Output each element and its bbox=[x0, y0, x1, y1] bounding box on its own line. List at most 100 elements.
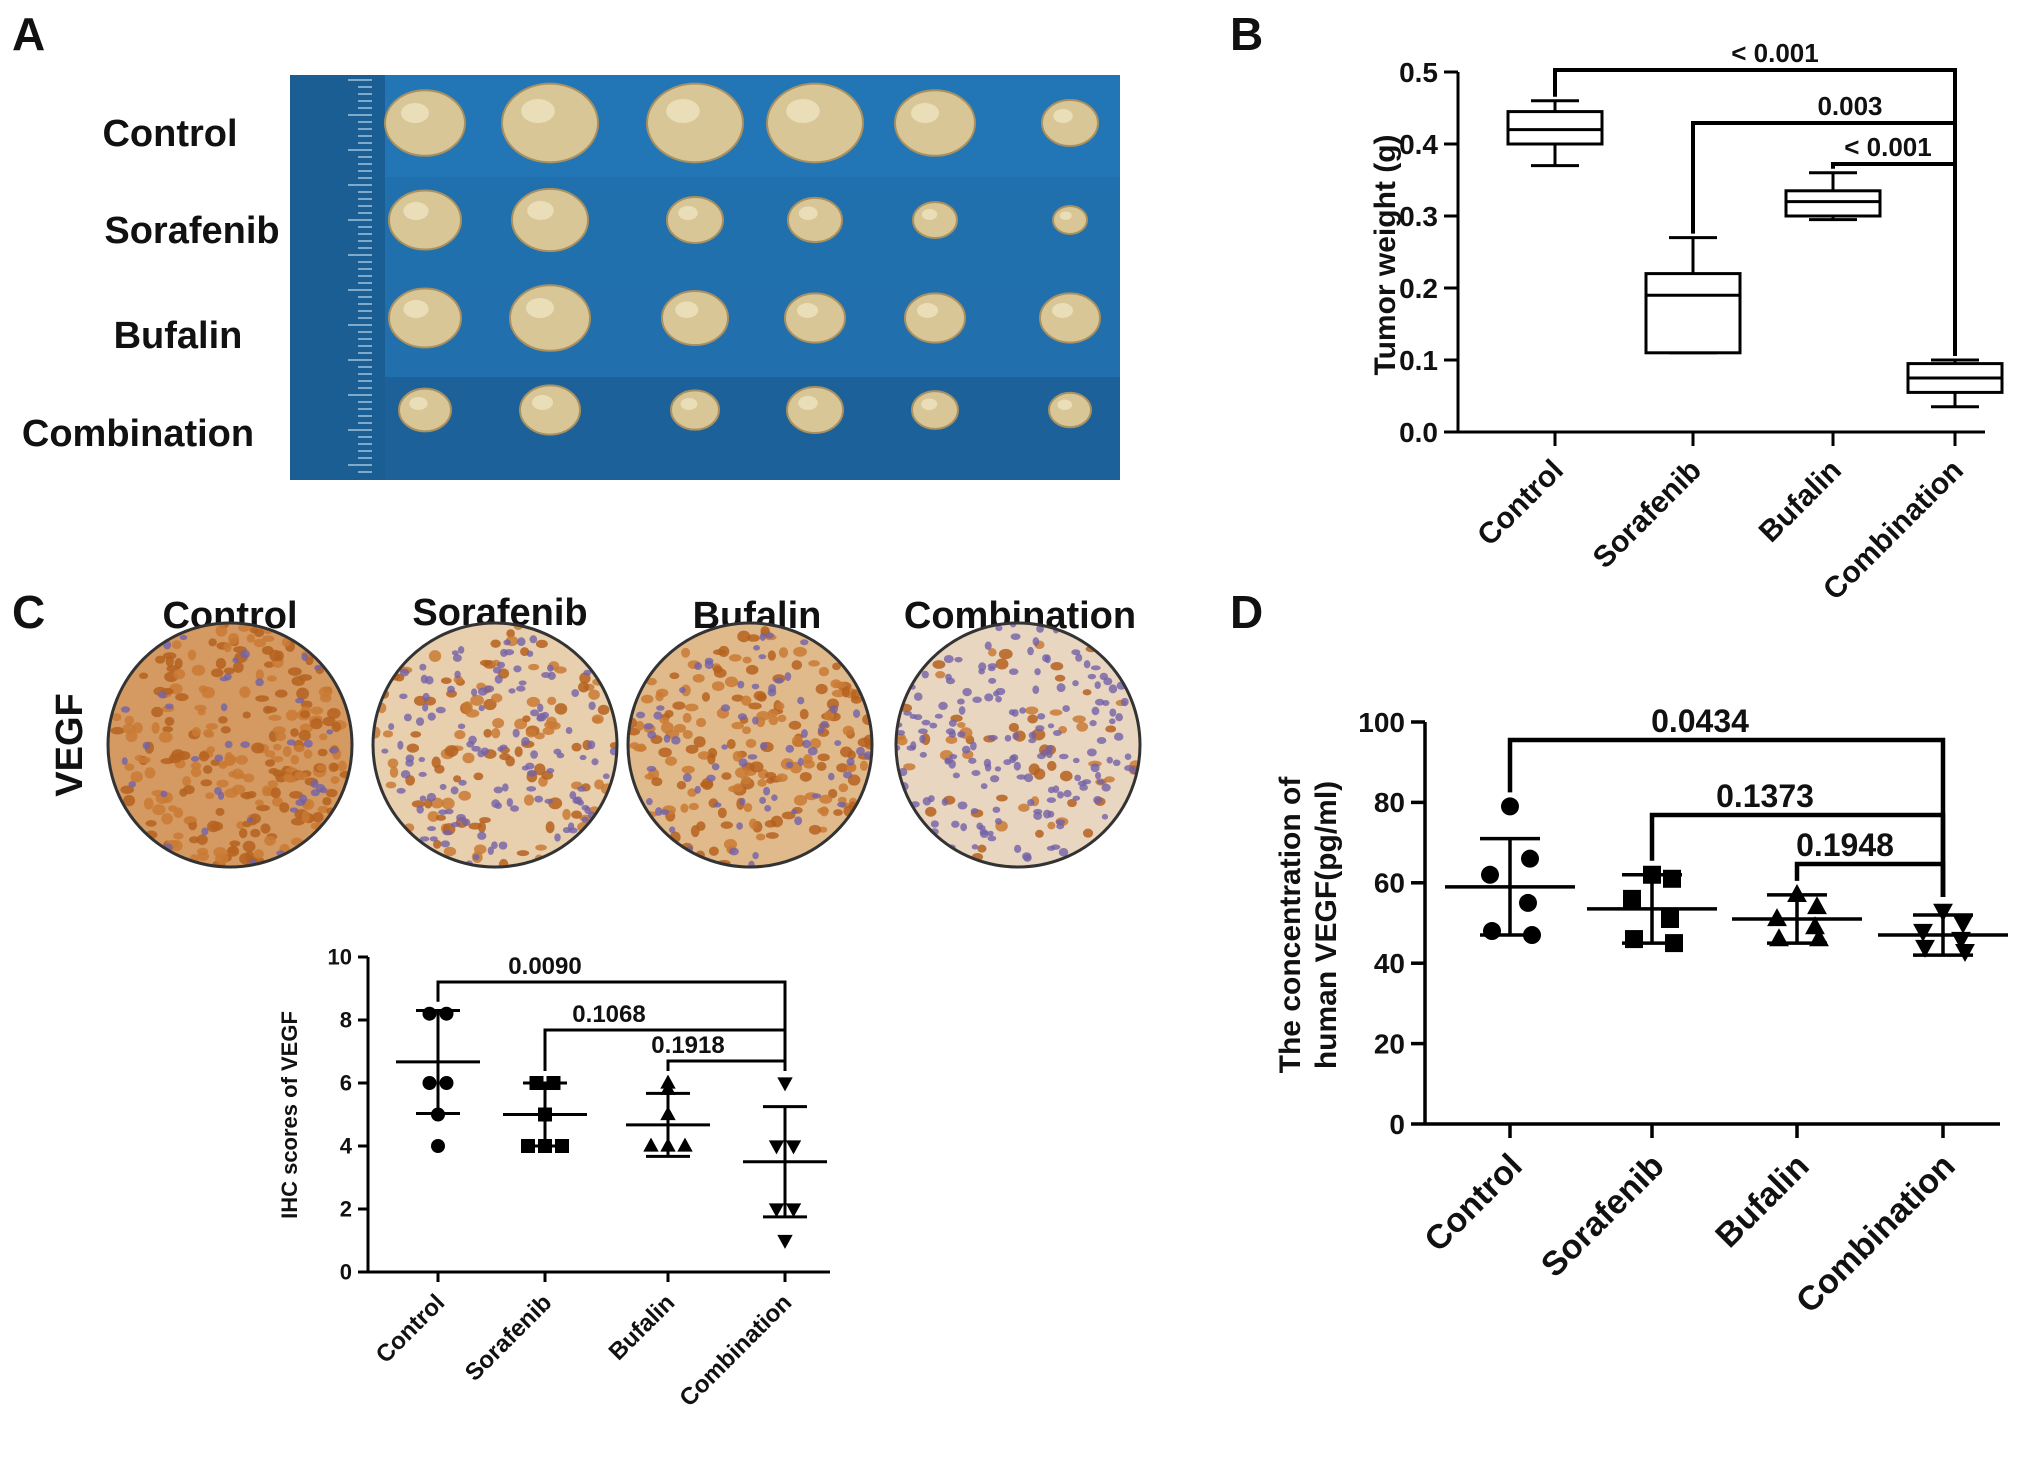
nucleus bbox=[669, 826, 676, 833]
stained-cell bbox=[325, 788, 338, 798]
stained-cell bbox=[171, 640, 182, 650]
nucleus bbox=[547, 664, 554, 672]
stained-cell bbox=[718, 645, 730, 657]
nucleus bbox=[447, 685, 455, 694]
stained-cell bbox=[267, 780, 279, 788]
nucleus bbox=[1016, 774, 1027, 780]
nucleus bbox=[224, 740, 233, 749]
x-category-label: Bufalin bbox=[1708, 1147, 1816, 1255]
nucleus bbox=[572, 797, 580, 804]
nucleus bbox=[957, 731, 966, 738]
stained-cell bbox=[701, 692, 711, 702]
nucleus bbox=[943, 654, 954, 664]
stained-cell bbox=[382, 730, 394, 738]
tumor-highlight bbox=[675, 301, 699, 318]
stained-cell bbox=[740, 695, 752, 706]
nucleus bbox=[1103, 677, 1113, 686]
stained-cell bbox=[535, 844, 547, 851]
stained-cell bbox=[672, 701, 686, 710]
x-category-label: Bufalin bbox=[604, 1289, 681, 1366]
nucleus bbox=[420, 674, 428, 684]
stained-cell bbox=[255, 669, 264, 681]
stained-cell bbox=[690, 825, 700, 838]
nucleus bbox=[295, 697, 305, 704]
nucleus bbox=[1033, 808, 1043, 815]
nucleus bbox=[569, 791, 577, 800]
nucleus bbox=[427, 826, 437, 832]
nucleus bbox=[987, 663, 998, 669]
stained-cell bbox=[743, 802, 753, 813]
nucleus bbox=[921, 719, 931, 726]
nucleus bbox=[419, 795, 427, 802]
data-point bbox=[777, 1234, 793, 1249]
nucleus bbox=[1034, 668, 1041, 676]
nucleus bbox=[1056, 683, 1066, 693]
nucleus bbox=[1086, 748, 1097, 757]
nucleus bbox=[921, 670, 929, 679]
stained-cell bbox=[828, 788, 838, 799]
tumor-highlight bbox=[680, 398, 698, 410]
nucleus bbox=[396, 787, 406, 794]
stained-cell bbox=[770, 815, 783, 828]
stained-cell bbox=[925, 806, 937, 817]
nucleus bbox=[513, 665, 522, 673]
tumor-highlight bbox=[786, 99, 820, 123]
nucleus bbox=[504, 649, 515, 656]
stained-cell bbox=[279, 802, 290, 813]
nucleus bbox=[473, 853, 480, 861]
stained-cell bbox=[443, 846, 457, 857]
nucleus bbox=[646, 798, 653, 806]
stained-cell bbox=[327, 707, 341, 719]
stained-cell bbox=[791, 660, 803, 670]
stained-cell bbox=[282, 746, 292, 757]
ihc-images bbox=[106, 621, 1142, 869]
nucleus bbox=[405, 759, 414, 767]
panel-a-label: A bbox=[12, 8, 45, 60]
p-value-label: 0.1918 bbox=[651, 1032, 724, 1059]
stained-cell bbox=[1018, 803, 1030, 812]
stained-cell bbox=[389, 766, 399, 778]
stained-cell bbox=[685, 744, 699, 754]
stained-cell bbox=[903, 763, 916, 771]
data-point bbox=[431, 1139, 445, 1153]
stained-cell bbox=[143, 797, 154, 810]
data-point bbox=[1807, 896, 1827, 915]
stained-cell bbox=[688, 802, 700, 811]
significance-bracket bbox=[666, 1059, 787, 1071]
stained-cell bbox=[523, 794, 535, 806]
y-tick-label: 0.0 bbox=[1399, 417, 1438, 448]
nucleus bbox=[837, 801, 847, 808]
stained-cell bbox=[112, 713, 122, 722]
nucleus bbox=[1113, 732, 1124, 741]
data-point bbox=[643, 1137, 659, 1152]
nucleus bbox=[438, 809, 448, 815]
stained-cell bbox=[687, 788, 697, 797]
stained-cell bbox=[1035, 829, 1044, 838]
tumor-specimen bbox=[1052, 205, 1088, 235]
stained-cell bbox=[216, 779, 229, 788]
nucleus bbox=[929, 722, 938, 729]
stained-cell bbox=[1054, 674, 1066, 682]
data-point bbox=[1623, 889, 1641, 908]
nucleus bbox=[484, 685, 495, 693]
nucleus bbox=[157, 690, 167, 699]
nucleus bbox=[970, 741, 977, 751]
y-axis-title-line-1: The concentration of bbox=[1274, 776, 1307, 1074]
stained-cell bbox=[1104, 776, 1115, 783]
stained-cell bbox=[264, 759, 276, 767]
nucleus bbox=[752, 851, 759, 860]
stained-cell bbox=[1027, 714, 1038, 724]
stained-cell bbox=[296, 687, 310, 700]
nucleus bbox=[458, 779, 467, 786]
stained-cell bbox=[373, 726, 381, 739]
nucleus bbox=[834, 740, 842, 746]
data-point bbox=[1913, 923, 1933, 942]
nucleus bbox=[255, 678, 264, 687]
nucleus bbox=[581, 816, 589, 823]
x-category-label: Control bbox=[1471, 454, 1570, 553]
stained-cell bbox=[298, 674, 313, 681]
stained-cell bbox=[261, 785, 271, 797]
nucleus bbox=[1052, 785, 1060, 794]
nucleus bbox=[422, 692, 430, 702]
stained-cell bbox=[817, 753, 830, 762]
